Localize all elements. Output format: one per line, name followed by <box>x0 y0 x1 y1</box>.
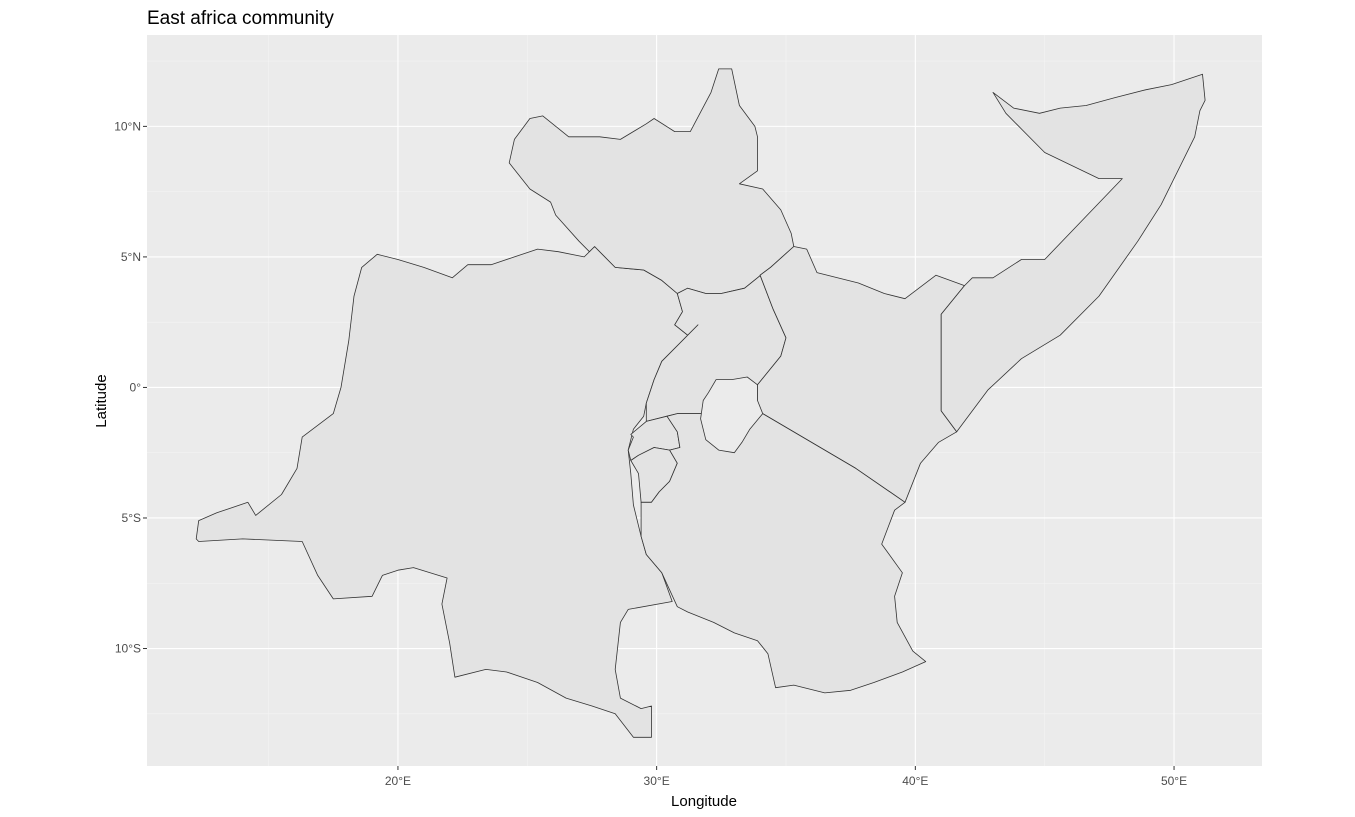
y-tick-label: 10°N <box>114 119 141 133</box>
country-shapes <box>195 68 1206 738</box>
country-somalia <box>940 73 1206 433</box>
x-tick-label: 30°E <box>644 774 670 788</box>
map-title: East africa community <box>147 8 334 29</box>
y-tick-label: 10°S <box>115 642 141 656</box>
x-axis-title: Longitude <box>671 793 737 810</box>
y-tick-label: 5°S <box>122 511 141 525</box>
country-tanzania <box>640 413 927 694</box>
country-dr-congo <box>195 246 699 738</box>
y-axis-title: Latitude <box>93 374 110 427</box>
y-axis-ticks: 10°N 5°N 0° 5°S 10°S <box>114 119 147 656</box>
y-tick-label: 5°N <box>121 250 141 264</box>
x-tick-label: 50°E <box>1161 774 1187 788</box>
x-axis-ticks: 20°E 30°E 40°E 50°E <box>385 766 1187 788</box>
lake-victoria <box>700 376 764 454</box>
x-tick-label: 20°E <box>385 774 411 788</box>
x-tick-label: 40°E <box>902 774 928 788</box>
country-kenya <box>757 246 965 503</box>
lake-shapes <box>700 376 764 454</box>
y-tick-label: 0° <box>130 380 142 394</box>
